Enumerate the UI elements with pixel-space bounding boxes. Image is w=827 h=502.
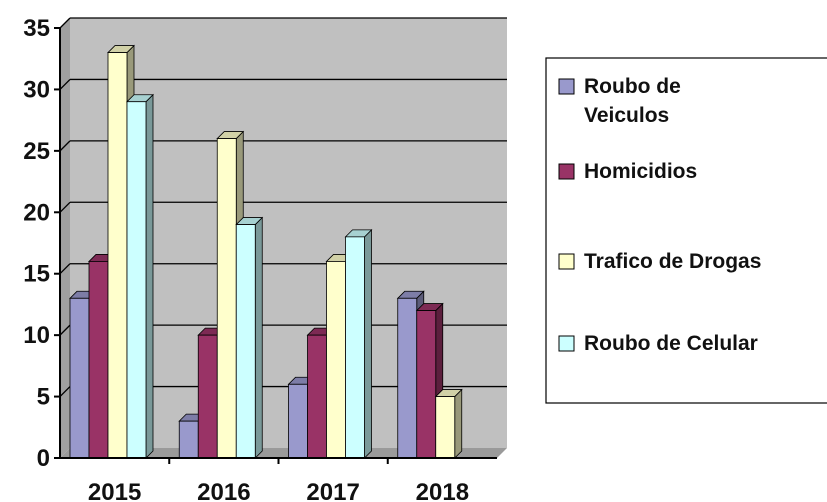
x-tick-label: 2016 [197,479,250,502]
legend-item: Trafico de Drogas [558,250,761,273]
legend-label: Roubo de [584,75,681,98]
legend-label: Homicidios [584,160,697,183]
plot-side-wall [60,18,70,458]
legend-item: Roubo de Celular [558,332,758,355]
legend-box [545,57,827,404]
gridline-depth [59,78,71,90]
legend-swatch [558,78,575,95]
x-axis: 2015 2016 2017 2018 [60,457,497,502]
bar [344,228,373,459]
bar [434,388,463,459]
y-tick-label: 15 [23,261,50,288]
gridline-depth [59,17,71,29]
y-tick-label: 20 [23,199,50,226]
legend: Roubo de Veiculos Homicidios Trafico de Dro… [545,57,827,404]
y-tick-label: 35 [23,15,50,42]
y-tick-label: 30 [23,76,50,103]
legend-label: Trafico de Drogas [584,250,761,273]
legend-item: Homicidios [558,160,697,183]
legend-label: Roubo de Celular [584,332,758,355]
y-tick-label: 25 [23,138,50,165]
legend-label: Veiculos [584,104,669,127]
x-tick-label: 2018 [416,479,469,502]
y-tick-label: 10 [23,322,50,349]
y-tick-label: 5 [37,384,50,411]
legend-swatch [558,253,575,270]
legend-item: Roubo de Veiculos [558,75,681,127]
legend-swatch [558,335,575,352]
bar [126,93,154,459]
plot-floor [60,448,507,458]
bars [69,44,463,459]
gridline-depth [59,386,71,398]
x-tick-label: 2015 [88,479,141,502]
gridline-depth [59,324,71,336]
gridline-depth [59,263,71,275]
gridline-depth [59,140,71,152]
gridline-depth [59,201,71,213]
legend-swatch [558,163,575,180]
y-axis: 0 5 10 15 20 25 30 35 [23,15,61,472]
y-tick-label: 0 [37,445,50,472]
x-tick-label: 2017 [306,479,359,502]
bar [235,216,264,459]
